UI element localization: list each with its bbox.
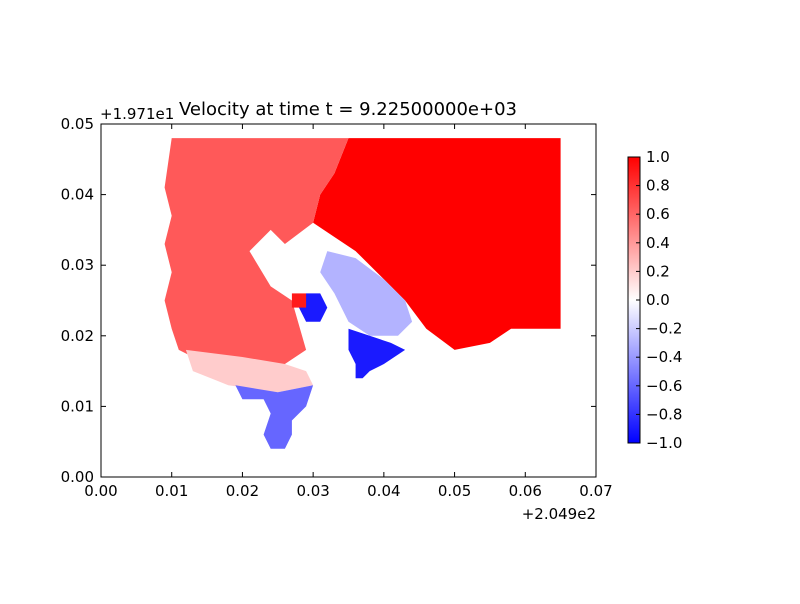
x-tick-label: 0.06 (509, 482, 542, 500)
plot-frame (100, 123, 597, 478)
colorbar-tick-label: −0.8 (646, 405, 682, 423)
y-tick-label: 0.00 (61, 468, 94, 486)
y-tick-label: 0.03 (61, 256, 94, 274)
region-positive-eddy-central (291, 293, 307, 308)
x-tick-label: 0.03 (296, 482, 329, 500)
x-tick-label: 0.02 (226, 482, 259, 500)
velocity-field (164, 138, 561, 449)
region-negative-southern-channel (235, 385, 314, 449)
y-axis: 0.00 0.01 0.02 0.03 0.04 0.05 (61, 115, 596, 486)
x-tick-label: 0.00 (84, 482, 117, 500)
colorbar-ticks: 1.0 0.8 0.6 0.4 0.2 0.0 −0.2 −0.4 −0.6 −0.8 −1.0 (636, 148, 682, 452)
y-tick-label: 0.02 (61, 327, 94, 345)
x-tick-label: 0.01 (155, 482, 188, 500)
colorbar-tick-label: 0.2 (646, 262, 670, 280)
x-tick-label: 0.05 (438, 482, 471, 500)
region-weak-negative-bay (320, 251, 413, 336)
chart-title: Velocity at time t = 9.22500000e+03 (179, 99, 517, 120)
colorbar-tick-label: −0.2 (646, 320, 682, 338)
x-tick-label: 0.07 (579, 482, 612, 500)
x-tick-label: 0.04 (367, 482, 400, 500)
colorbar-tick-label: 0.4 (646, 234, 670, 252)
y-tick-label: 0.05 (61, 115, 94, 133)
region-negative-bay-mouth (348, 328, 406, 379)
colorbar-tick-label: 1.0 (646, 148, 670, 166)
colorbar-tick-label: 0.8 (646, 177, 670, 195)
x-axis: 0.00 0.01 0.02 0.03 0.04 0.05 0.06 0.07 (84, 124, 613, 500)
region-moderate-positive-west (164, 138, 349, 364)
colorbar-tick-label: −1.0 (646, 434, 682, 452)
y-tick-label: 0.04 (61, 186, 94, 204)
x-offset-label: +2.049e2 (522, 505, 596, 523)
colorbar-tick-label: 0.6 (646, 205, 670, 223)
colorbar-tick-label: −0.4 (646, 348, 682, 366)
y-tick-label: 0.01 (61, 397, 94, 415)
colorbar-tick-label: −0.6 (646, 377, 682, 395)
y-offset-label: +1.971e1 (100, 105, 174, 123)
region-strong-positive-northeast (313, 138, 561, 350)
region-weak-positive-southwest (185, 349, 314, 393)
colorbar-tick-label: 0.0 (646, 291, 670, 309)
